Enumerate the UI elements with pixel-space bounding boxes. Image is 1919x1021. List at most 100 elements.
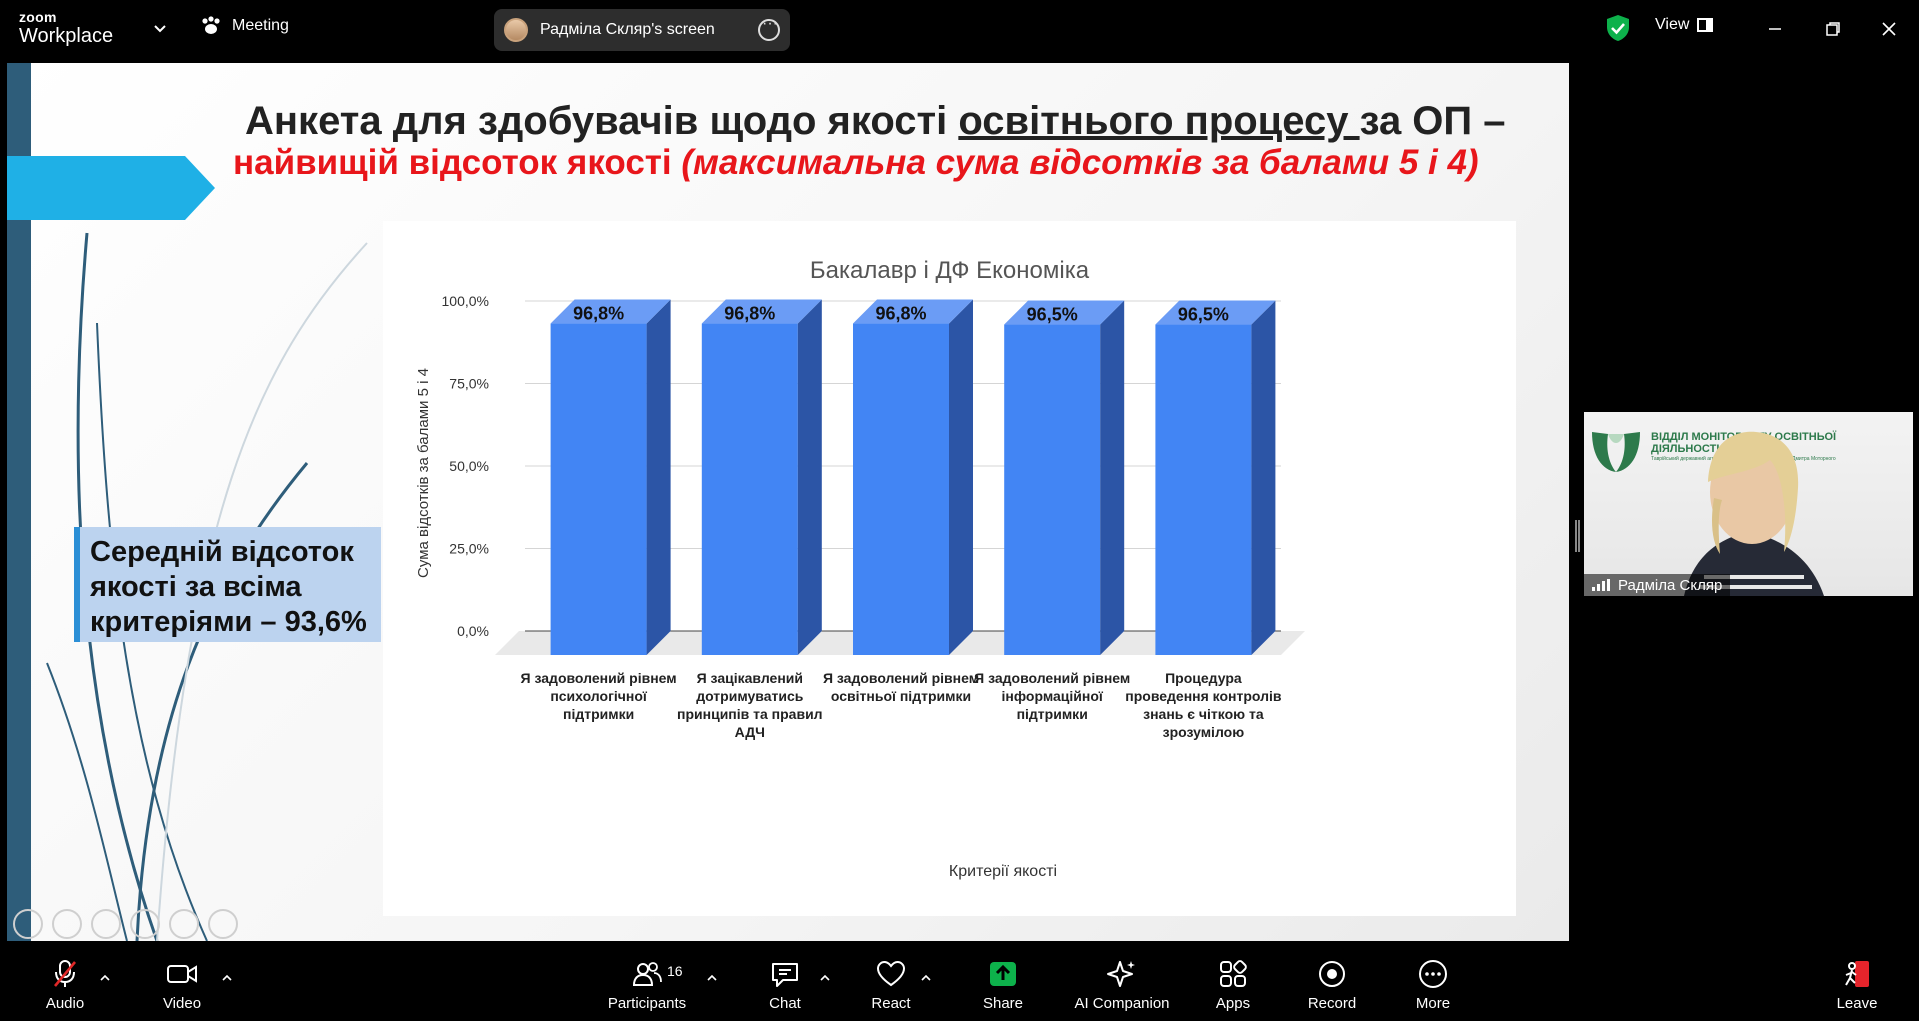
chart-bar-side [1251,300,1276,655]
record-button[interactable]: Record [1287,951,1377,1021]
video-camera-icon [167,965,197,983]
view-button[interactable]: View [1655,16,1714,34]
apps-button[interactable]: Apps [1188,951,1278,1021]
leave-label: Leave [1836,995,1878,1012]
signal-bars-icon [1592,579,1610,591]
slide-arrow-shape [7,156,215,220]
chart-x-tick-label: Я зацікавлений дотримуватись принципів та … [677,670,823,740]
more-button[interactable]: More [1388,951,1478,1021]
next-slide-icon[interactable] [52,909,82,939]
slide-subtitle-italic: (максимальна сума відсотків за балами 5 … [681,143,1479,182]
slide-nav-controls [13,909,238,939]
meeting-toolbar: Audio Video Participants 16 [0,951,1919,1021]
view-label: View [1655,16,1690,33]
panel-resize-handle[interactable] [1575,520,1580,552]
react-options-caret-icon[interactable] [919,971,933,985]
chart-bar [1155,324,1252,655]
paw-icon [202,16,220,34]
chart-data-label: 96,5% [1027,305,1078,325]
chart-bar [1004,324,1101,655]
more-label: More [1415,995,1451,1012]
brand-workplace: Workplace [19,25,114,47]
chat-label: Chat [769,995,801,1012]
chart-y-tick-label: 100,0% [442,293,489,309]
restore-icon [1826,22,1840,36]
apps-label: Apps [1215,995,1251,1012]
chart-plot: 0,0% 25,0% 50,0% 75,0% 100,0% 96,8% Я задоволе… [442,293,1305,740]
leave-door-icon [1845,961,1869,987]
participants-label: Participants [607,995,687,1012]
zoom-icon[interactable] [169,909,199,939]
video-button[interactable]: Video [137,951,227,1021]
slide-decoration-lines [46,232,368,941]
heart-icon [876,960,906,987]
slides-icon[interactable] [130,909,160,939]
video-options-caret-icon[interactable] [220,971,234,985]
chart-bar-side [646,299,671,655]
chart-y-tick-label: 50,0% [449,458,489,474]
participants-button[interactable]: Participants [602,951,692,1021]
chart-x-tick-label: Я задоволений рівнем освітньої підтримки [823,670,979,704]
leave-button[interactable]: Leave [1812,951,1902,1021]
more-options-icon[interactable] [758,15,780,41]
chart-y-tick-label: 0,0% [457,623,489,639]
audio-label: Audio [45,995,85,1012]
pen-icon[interactable] [91,909,121,939]
slide-title-underlined: освітнього процесу [958,99,1360,143]
slide-subtitle: найвищій відсоток якості (максимальна су… [233,143,1479,183]
bar-chart: Бакалавр і ДФ Економіка 0,0% 25,0% 50,0% 75… [383,221,1516,916]
meeting-menu-button[interactable]: Meeting [200,16,289,36]
close-icon [1882,22,1896,36]
share-button[interactable]: Share [958,951,1048,1021]
chart-bar-side [949,299,973,655]
chart-bar-top [1155,300,1276,325]
participants-count: 16 [667,963,683,979]
record-label: Record [1307,995,1357,1012]
participants-options-caret-icon[interactable] [705,971,719,985]
minimize-button[interactable] [1760,14,1790,44]
chart-y-axis-label: Сума відсотків за балами 5 і 4 [415,368,432,578]
slide-title: Анкета для здобувачів щодо якості освітн… [245,99,1506,144]
audio-button[interactable]: Audio [20,951,110,1021]
audio-options-caret-icon[interactable] [98,971,112,985]
chat-button[interactable]: Chat [740,951,830,1021]
apps-grid-icon [1220,960,1247,987]
participants-icon [632,962,662,986]
view-layout-icon [1697,18,1714,32]
ai-companion-button[interactable]: AI Companion [1072,951,1172,1021]
average-quality-box: Середній відсоток якості за всіма критер… [74,527,381,642]
chart-bar-top [550,299,671,324]
zoom-workplace-logo: zoom Workplace [19,10,113,46]
participant-name: Радміла Скляр [1618,576,1723,594]
chat-options-caret-icon[interactable] [818,971,832,985]
university-logo-icon [1592,432,1640,472]
brand-zoom: zoom [19,9,57,25]
chart-x-tick-label: Процедура проведення контролів знань є чіт… [1125,670,1282,740]
ai-companion-label: AI Companion [1074,995,1170,1012]
chart-data-label: 96,8% [573,304,624,324]
participant-name-tag: Радміла Скляр [1584,574,1731,596]
react-button[interactable]: React [846,951,936,1021]
share-screen-icon [990,962,1016,986]
slide-title-part1: Анкета для здобувачів щодо якості [245,99,959,143]
sparkle-icon [1107,961,1135,987]
speaker-video [1684,431,1824,596]
restore-button[interactable] [1818,14,1848,44]
more-icon[interactable] [208,909,238,939]
participant-video-tile[interactable]: ВІДДІЛ МОНІТОРИНГУ ОСВІТНЬОЇ ДІЯЛЬНОСТІ … [1584,412,1913,596]
shared-slide: Анкета для здобувачів щодо якості освітн… [7,63,1569,941]
video-label: Video [162,995,202,1012]
chart-bar-top [853,299,973,324]
share-label: Share [982,995,1024,1012]
chart-x-tick-label: Я задоволений рівнем інформаційної підтрим… [974,670,1130,722]
title-bar: zoom Workplace Meeting Радміла Скляр's s… [0,0,1919,60]
meeting-label: Meeting [232,17,289,34]
close-button[interactable] [1874,14,1904,44]
chevron-down-icon[interactable] [150,19,170,39]
prev-slide-icon[interactable] [13,909,43,939]
presenter-avatar [504,18,528,42]
shield-check-icon[interactable] [1606,14,1630,42]
chart-y-tick-label: 25,0% [449,541,489,557]
chart-data-label: 96,8% [724,304,775,324]
screen-share-indicator[interactable]: Радміла Скляр's screen [494,9,790,51]
